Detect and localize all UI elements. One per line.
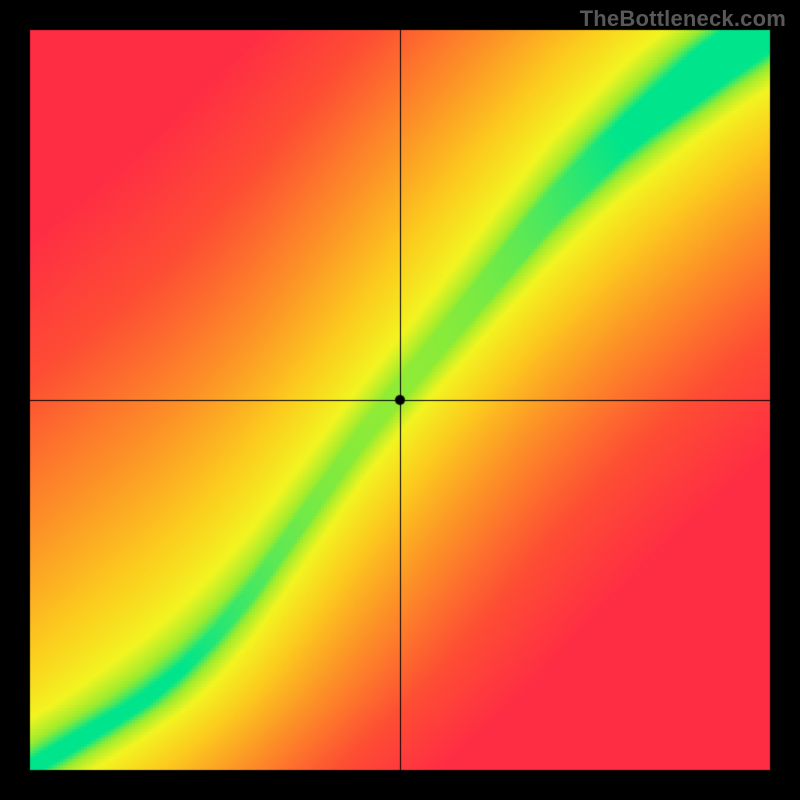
watermark-text: TheBottleneck.com — [580, 6, 786, 32]
chart-container: TheBottleneck.com — [0, 0, 800, 800]
heatmap-canvas — [0, 0, 800, 800]
